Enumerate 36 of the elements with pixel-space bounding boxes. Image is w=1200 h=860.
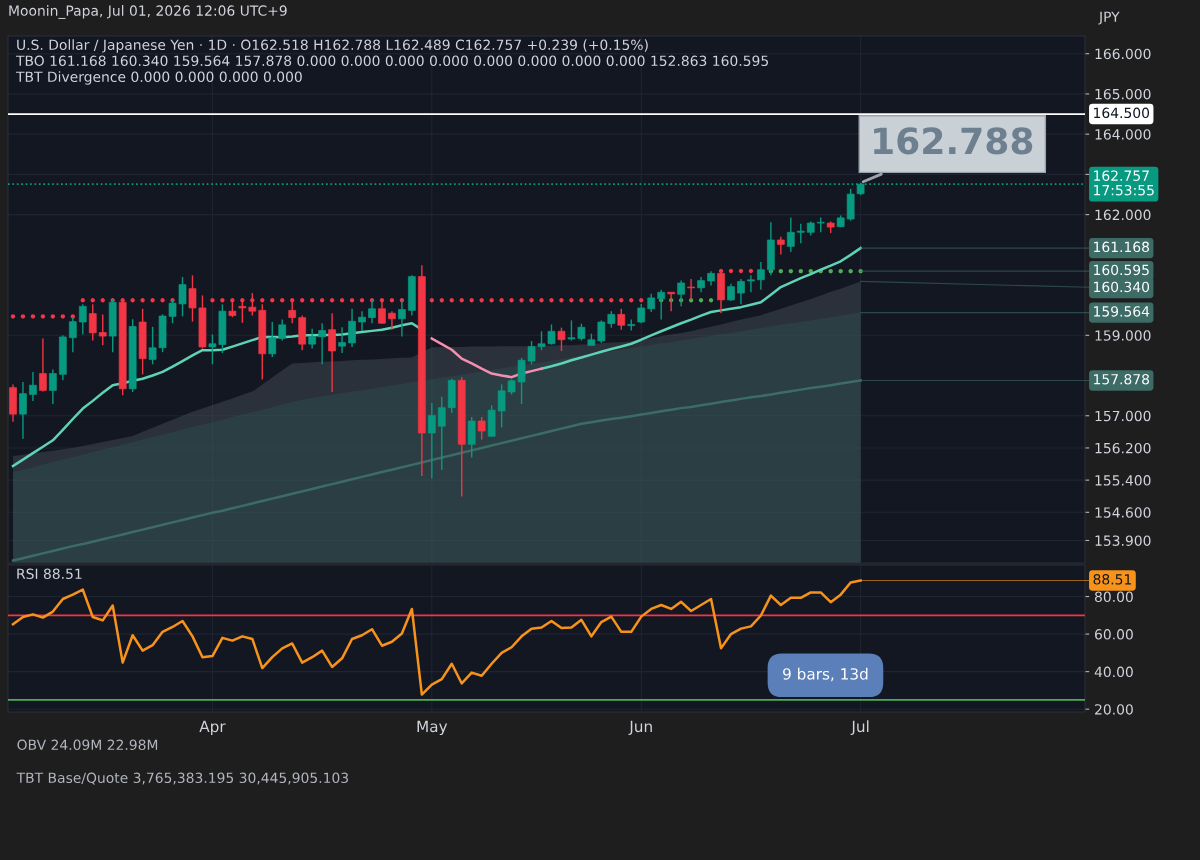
x-tick-label: Apr <box>199 720 226 736</box>
annotation: TBO 161.168 160.340 159.564 157.878 0.000 0.000 0.000 0.000 0.000 0.000 0.000 0.000 152.863 160.595 <box>15 55 768 67</box>
y-tick-label: 166.000 <box>1095 48 1151 60</box>
y-tick-label: 164.000 <box>1095 129 1151 140</box>
y-axis-title: JPY <box>1098 11 1120 25</box>
y-tick-label: 155.400 <box>1095 475 1151 486</box>
chart-title: RSI 88.51 <box>17 568 82 580</box>
annotation: 157.878 <box>1094 373 1150 385</box>
y-tick-label: 20.00 <box>1095 704 1133 715</box>
text: OBV 24.09M 22.98M <box>17 739 158 751</box>
y-tick-label: 157.000 <box>1095 410 1151 422</box>
x-tick-label: May <box>417 720 448 736</box>
y-tick-label: 154.600 <box>1095 507 1151 518</box>
chart-title: U.S. Dollar / Japanese Yen · 1D · O162.518 H162.788 L162.489 C162.757 +0.239 (+0.15%) <box>17 39 648 53</box>
y-tick-label: 159.000 <box>1095 330 1151 341</box>
y-tick-label: 40.00 <box>1094 666 1133 678</box>
annotation: 9 bars, 13d <box>783 667 868 682</box>
annotation: TBT Divergence 0.000 0.000 0.000 0.000 <box>15 71 302 85</box>
y-tick-label: 165.000 <box>1095 88 1151 100</box>
x-tick-label: Jul <box>850 720 869 735</box>
annotation: 161.168 <box>1094 241 1150 253</box>
ref-line-label: 164.500 <box>1094 107 1150 119</box>
annotation: 88.51 <box>1093 574 1132 585</box>
chart-subtitle: Moonin_Papa, Jul 01, 2026 12:06 UTC+9 <box>9 5 287 19</box>
text: TBT Base/Quote 3,765,383.195 30,445,905.103 <box>16 772 349 785</box>
ref-line-label: 162.757 17:53:55 <box>1094 170 1154 196</box>
y-tick-label: 162.000 <box>1095 209 1151 221</box>
annotation: 162.788 <box>874 127 1033 155</box>
y-tick-label: 156.200 <box>1095 442 1151 454</box>
y-tick-label: 153.900 <box>1095 535 1151 546</box>
annotation: 160.340 <box>1094 281 1150 293</box>
y-tick-label: 80.00 <box>1094 591 1133 603</box>
y-tick-label: 60.00 <box>1095 629 1133 640</box>
annotation: 159.564 <box>1094 306 1150 317</box>
x-tick-label: Jun <box>628 720 652 735</box>
annotation: 160.595 <box>1094 264 1149 276</box>
